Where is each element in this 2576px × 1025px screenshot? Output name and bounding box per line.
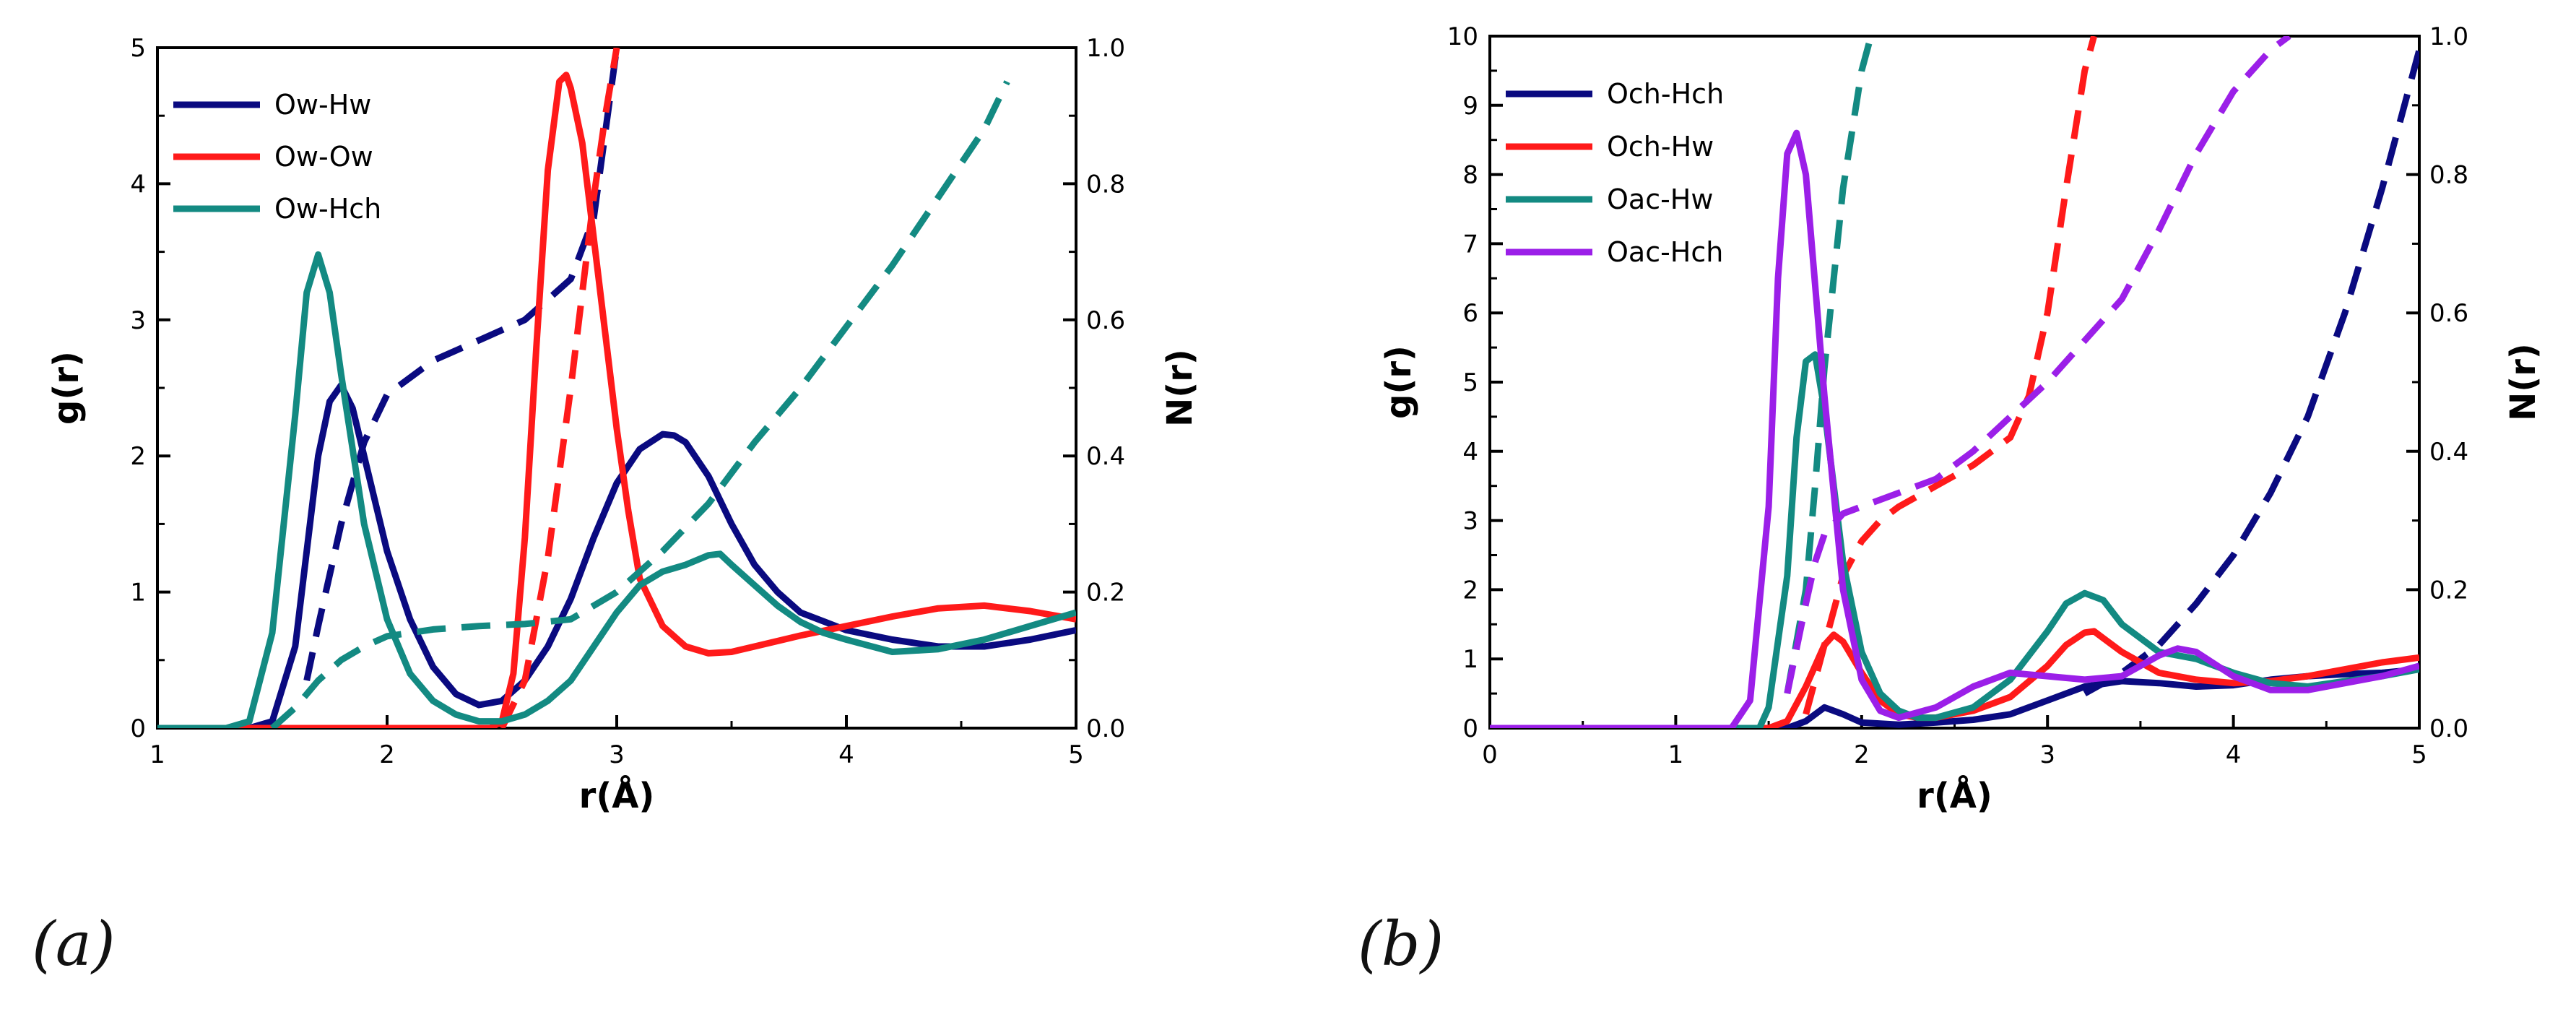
- series-oac-hch-line: [1490, 129, 2419, 728]
- series-cumulative-dashed-line: [270, 80, 1010, 728]
- legend-label: Och-Hw: [1607, 131, 1714, 163]
- y-tick-label: 2: [1462, 576, 1478, 605]
- x-tick-label: 4: [838, 740, 854, 769]
- x-tick-label: 1: [149, 740, 165, 769]
- y-tick-label: 0: [130, 714, 146, 743]
- legend-label: Ow-Hch: [274, 193, 381, 225]
- y2-tick-label: 0.4: [1086, 442, 1125, 471]
- series-group: [157, 48, 1076, 728]
- y-tick-label: 10: [1447, 22, 1478, 51]
- y-tick-label: 4: [130, 170, 146, 199]
- y-tick-label: 1: [1462, 645, 1478, 674]
- y-tick-label: 6: [1462, 299, 1478, 328]
- series-cumulative-dashed-line: [498, 48, 620, 728]
- y-tick-label: 3: [1462, 507, 1478, 536]
- y2-tick-label: 1.0: [1086, 34, 1125, 63]
- x-tick-label: 2: [1854, 740, 1870, 769]
- y-tick-label: 3: [130, 306, 146, 335]
- y-tick-label: 4: [1462, 438, 1478, 467]
- y2-axis-label: N(r): [1160, 349, 1200, 427]
- y2-tick-label: 0.0: [2429, 714, 2468, 743]
- panel-label-b: (b): [1358, 909, 1444, 979]
- x-tick-label: 2: [379, 740, 395, 769]
- y2-tick-label: 0.0: [1086, 714, 1125, 743]
- legend-label: Oac-Hch: [1607, 236, 1723, 268]
- x-tick-label: 5: [2411, 740, 2427, 769]
- y2-axis-label: N(r): [2503, 343, 2544, 421]
- y-tick-label: 7: [1462, 230, 1478, 259]
- series-cumulative-dashed-line: [303, 48, 620, 682]
- legend-label: Ow-Ow: [274, 141, 373, 173]
- y-tick-label: 2: [130, 442, 146, 471]
- x-tick-label: 0: [1482, 740, 1498, 769]
- series-group: [1490, 36, 2419, 728]
- y2-tick-label: 0.2: [1086, 579, 1125, 607]
- x-axis-label: r(Å): [1917, 775, 1992, 816]
- y-tick-label: 1: [130, 579, 146, 607]
- y2-tick-label: 1.0: [2429, 22, 2468, 51]
- y2-tick-label: 0.2: [2429, 576, 2468, 605]
- y-tick-label: 5: [1462, 368, 1478, 397]
- chart-panel-b: 0 1 2 3 4 5 0 1 2 3 4 5 6 7 8 9 10 0.0 0.2 0.4 0.6 0.8 1.0 r(Å)…: [1379, 22, 2544, 816]
- x-tick-label: 4: [2226, 740, 2242, 769]
- series-oac-hw-line: [1490, 351, 2419, 728]
- y-tick-label: 0: [1462, 714, 1478, 743]
- legend-label: Ow-Hw: [274, 89, 371, 121]
- y-tick-label: 8: [1462, 161, 1478, 190]
- x-tick-label: 3: [609, 740, 625, 769]
- y2-tick-label: 0.8: [2429, 161, 2468, 190]
- legend-label: Oac-Hw: [1607, 183, 1713, 215]
- x-tick-label: 1: [1668, 740, 1684, 769]
- series-cumulative-dashed-line: [2083, 49, 2419, 697]
- y-tick-label: 5: [130, 34, 146, 63]
- series-ow-hch-line: [157, 251, 1076, 728]
- y-tick-label: 9: [1462, 92, 1478, 121]
- legend-label: Och-Hch: [1607, 78, 1724, 110]
- x-tick-label: 5: [1068, 740, 1084, 769]
- x-axis-label: r(Å): [579, 775, 655, 816]
- y-axis-label: g(r): [1379, 345, 1419, 419]
- y2-tick-label: 0.6: [1086, 306, 1125, 335]
- x-tick-label: 3: [2039, 740, 2055, 769]
- y-axis-label: g(r): [46, 351, 87, 425]
- series-cumulative-dashed-line: [1784, 36, 2291, 695]
- y2-tick-label: 0.8: [1086, 170, 1125, 199]
- panel-label-a: (a): [32, 909, 116, 979]
- series-ow-ow-line: [157, 72, 1076, 728]
- y2-tick-label: 0.6: [2429, 299, 2468, 328]
- y2-tick-label: 0.4: [2429, 438, 2468, 467]
